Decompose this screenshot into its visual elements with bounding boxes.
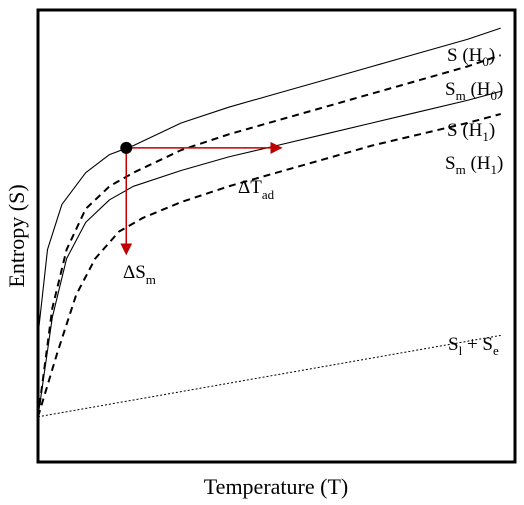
curve-label-s-h1: S (H1) bbox=[447, 120, 495, 144]
curve-label-sm-h0: Sm (H0) bbox=[445, 79, 503, 103]
y-axis-title: Entropy (S) bbox=[4, 184, 29, 287]
curve-label-s-h0: S (H0) bbox=[447, 45, 495, 69]
curve-sl-se bbox=[37, 334, 501, 418]
curve-s-h0 bbox=[37, 27, 501, 336]
curve-sm-h1 bbox=[37, 113, 501, 418]
curve-s-h1 bbox=[37, 90, 501, 417]
state-point-marker bbox=[120, 141, 133, 154]
delta-s-label: ΔSm bbox=[123, 262, 156, 287]
curve-group bbox=[37, 27, 502, 418]
delta-t-label: ΔTad bbox=[238, 177, 275, 202]
plot-frame bbox=[36, 8, 517, 464]
x-axis-title: Temperature (T) bbox=[204, 474, 348, 499]
curve-sm-h0 bbox=[37, 54, 502, 417]
curve-label-sl-se: Sl + Se bbox=[448, 334, 499, 358]
curve-label-sm-h1: Sm (H1) bbox=[445, 153, 503, 177]
